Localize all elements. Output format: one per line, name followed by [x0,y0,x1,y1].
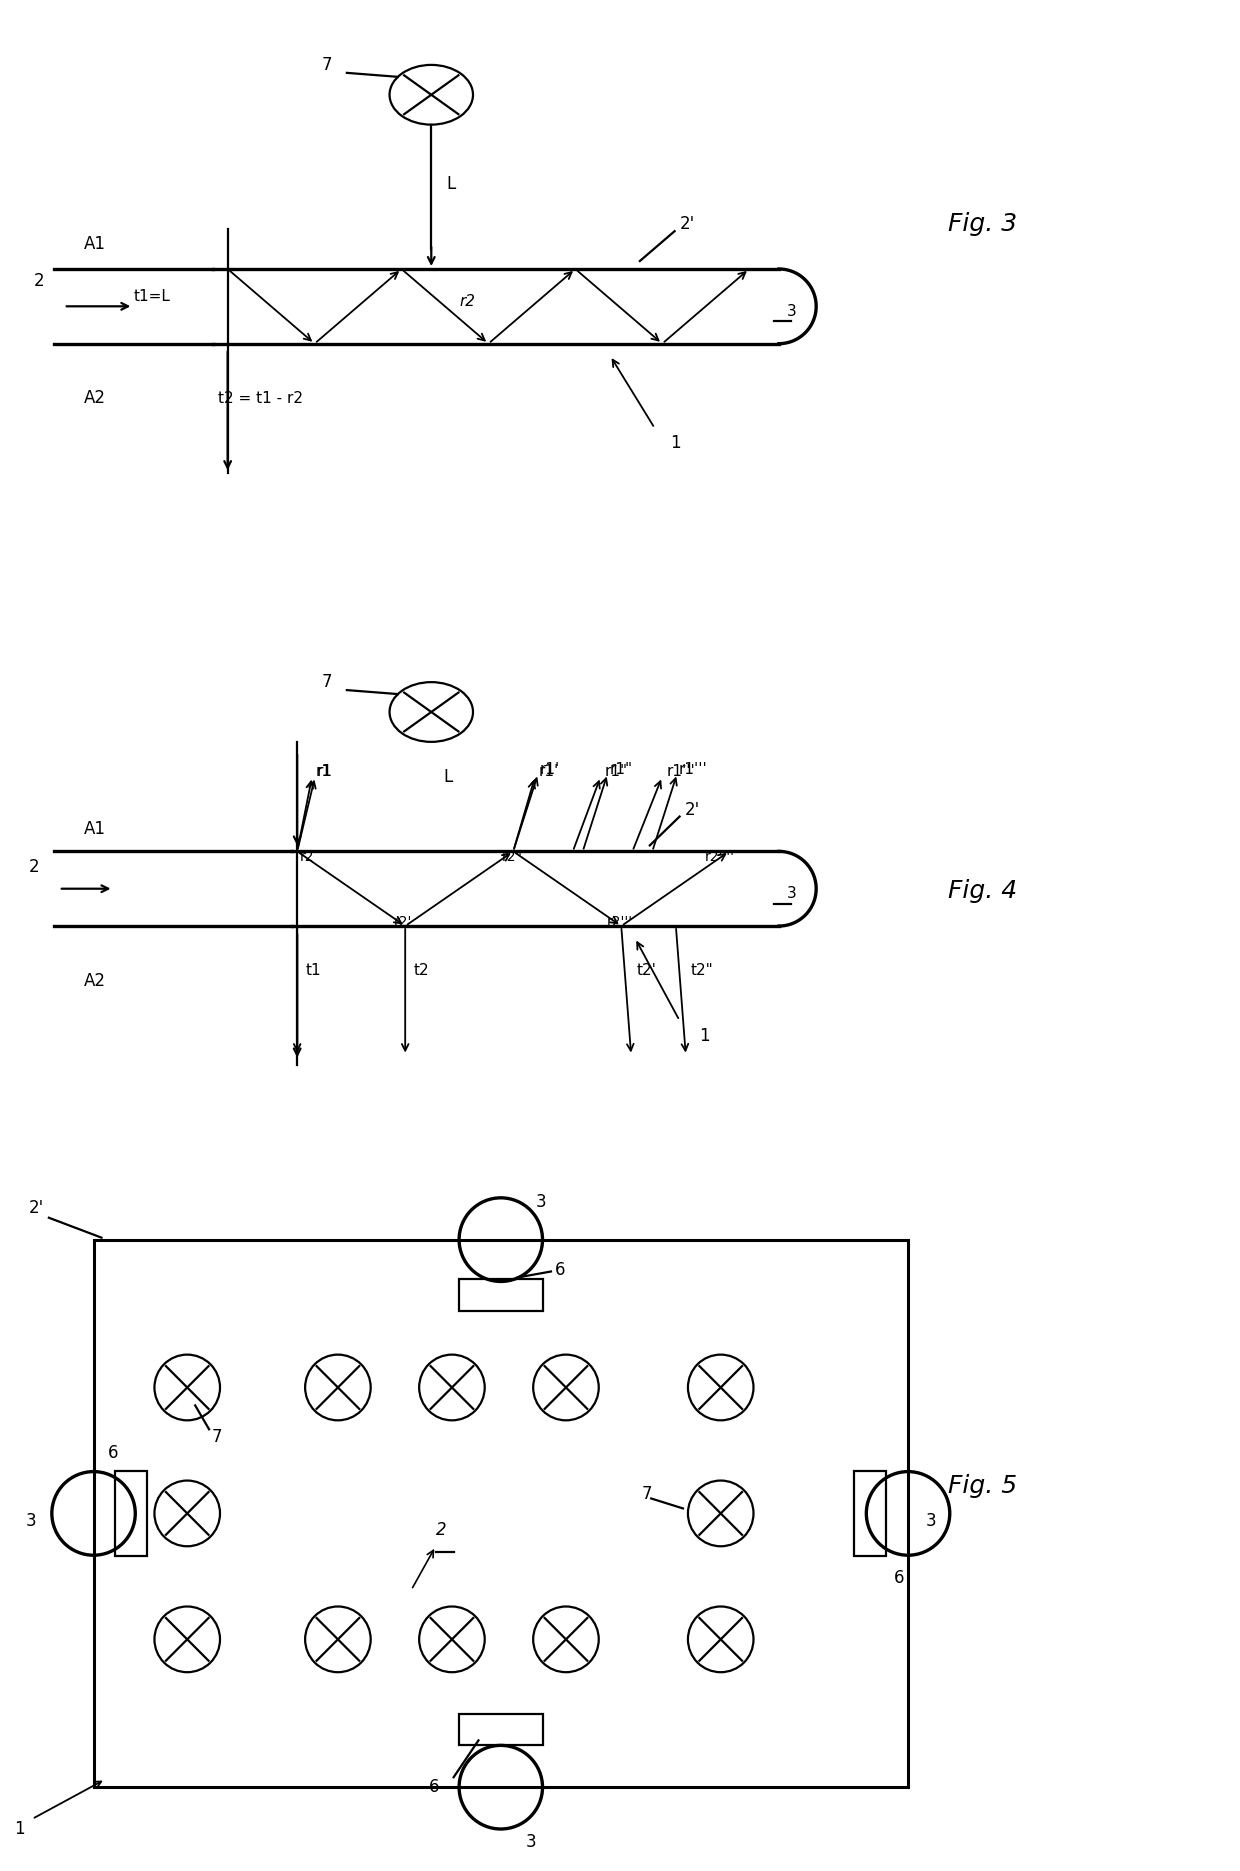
Text: L: L [446,176,455,193]
Bar [459,1714,543,1746]
Text: L: L [443,767,453,786]
Text: r1": r1" [610,761,632,776]
Text: 2': 2' [29,1199,45,1216]
Text: r2: r2 [300,849,315,864]
Text: 7: 7 [322,674,332,690]
Text: 2': 2' [684,801,699,819]
Text: 3: 3 [926,1512,936,1530]
Text: 1: 1 [14,1820,25,1837]
Text: 3: 3 [26,1512,37,1530]
Text: t2": t2" [691,964,713,979]
Text: A1: A1 [83,821,105,838]
Text: 1: 1 [699,1027,711,1044]
Text: r2: r2 [459,294,475,309]
Bar [93,1240,908,1787]
Text: 2: 2 [33,273,45,290]
Text: r2''': r2''' [606,915,632,930]
Text: 6: 6 [429,1777,439,1796]
Text: r2': r2' [393,915,412,930]
Text: 3: 3 [787,887,796,902]
Bar [459,1280,543,1312]
Text: 6: 6 [108,1444,118,1461]
Text: r2'''': r2'''' [704,849,734,864]
Text: 7: 7 [641,1484,652,1502]
Text: A1: A1 [83,236,105,253]
Text: t2': t2' [636,964,656,979]
Text: Fig. 5: Fig. 5 [947,1474,1017,1499]
Text: t2: t2 [413,964,429,979]
Text: r1: r1 [317,763,334,778]
Text: t2 = t1 - r2: t2 = t1 - r2 [218,391,303,406]
Text: Fig. 3: Fig. 3 [947,211,1017,236]
Text: t1=L: t1=L [133,288,170,303]
Text: 6: 6 [894,1568,905,1587]
Text: 2': 2' [680,215,694,234]
Text: r2": r2" [501,849,522,864]
Text: r1": r1" [605,763,627,778]
Text: 2: 2 [29,857,40,876]
Text: 3: 3 [536,1194,546,1211]
Text: 1: 1 [670,434,681,453]
Text: r1''': r1''' [666,763,694,778]
Bar [115,1471,148,1555]
Text: r1': r1' [541,761,560,776]
Text: 7: 7 [212,1428,222,1446]
Text: r1': r1' [539,763,559,778]
Text: 3: 3 [787,303,796,318]
Text: r1''': r1''' [680,761,708,776]
Text: A2: A2 [83,971,105,990]
Text: r1: r1 [316,763,332,778]
Text: A2: A2 [83,389,105,408]
Bar [854,1471,887,1555]
Text: 2: 2 [435,1521,446,1538]
Text: 3: 3 [526,1834,536,1850]
Text: t1: t1 [305,964,321,979]
Text: Fig. 4: Fig. 4 [947,879,1017,904]
Text: 7: 7 [322,56,332,73]
Text: 6: 6 [556,1261,565,1278]
